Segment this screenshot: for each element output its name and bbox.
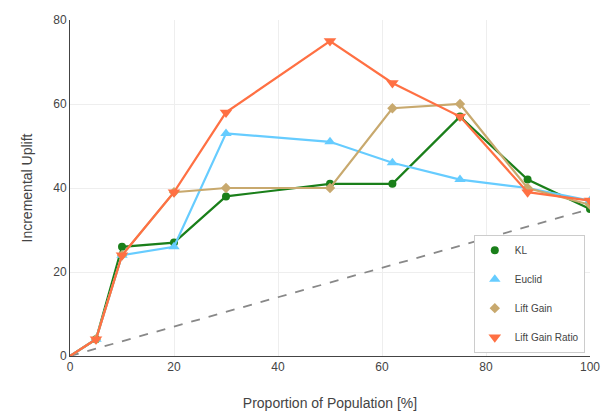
- svg-text:80: 80: [479, 360, 493, 374]
- svg-text:0: 0: [67, 360, 74, 374]
- svg-text:Euclid: Euclid: [515, 274, 542, 285]
- svg-text:20: 20: [53, 265, 67, 279]
- svg-text:Lift Gain Ratio: Lift Gain Ratio: [515, 332, 579, 343]
- svg-text:40: 40: [53, 181, 67, 195]
- svg-text:0: 0: [60, 349, 67, 363]
- svg-text:40: 40: [271, 360, 285, 374]
- svg-text:Incremental Uplift: Incremental Uplift: [19, 133, 35, 242]
- svg-text:KL: KL: [515, 245, 528, 256]
- svg-text:60: 60: [375, 360, 389, 374]
- svg-text:Lift Gain: Lift Gain: [515, 303, 552, 314]
- svg-text:80: 80: [53, 13, 67, 27]
- svg-text:100: 100: [580, 360, 600, 374]
- svg-text:20: 20: [167, 360, 181, 374]
- svg-text:60: 60: [53, 97, 67, 111]
- svg-text:Proportion of Population [%]: Proportion of Population [%]: [243, 395, 417, 411]
